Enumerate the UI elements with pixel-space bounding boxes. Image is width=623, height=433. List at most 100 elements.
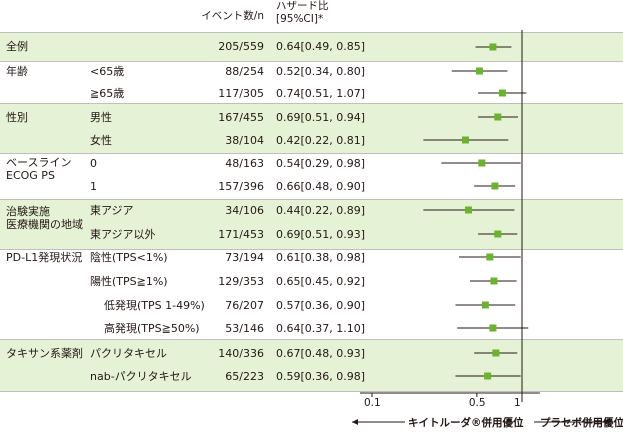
subgroup-label: 0: [90, 157, 97, 170]
hr-marker: [484, 372, 492, 380]
subgroup-label: 東アジア以外: [90, 228, 156, 241]
group-label: ベースライン ECOG PS: [6, 156, 72, 182]
table-row: PD-L1発現状況 陰性(TPS<1%) 73/194 0.61[0.38, 0…: [0, 244, 623, 272]
x-tick-label: 0.5: [468, 397, 486, 409]
hr-marker: [498, 89, 506, 97]
band-sex: [0, 103, 623, 153]
separator: [0, 32, 623, 33]
events-value: 73/194: [225, 251, 264, 264]
group-label: 性別: [6, 111, 28, 124]
events-value: 34/106: [225, 204, 264, 217]
events-value: 167/455: [218, 111, 264, 124]
events-value: 171/453: [218, 228, 264, 241]
table-row: nab-パクリタキセル 65/223 0.59[0.36, 0.98]: [0, 363, 623, 391]
hr-value: 0.65[0.45, 0.92]: [276, 275, 366, 288]
hr-value: 0.52[0.34, 0.80]: [276, 65, 366, 78]
hr-column-header-line2: [95%CI]*: [276, 13, 324, 25]
table-row: 性別 男性 167/455 0.69[0.51, 0.94]: [0, 104, 623, 132]
band-region: [0, 199, 623, 249]
hr-marker: [486, 253, 494, 261]
subgroup-label: 男性: [90, 111, 112, 124]
events-value: 65/223: [225, 370, 264, 383]
group-label: 治験実施 医療機関の地域: [6, 205, 83, 231]
hr-value: 0.54[0.29, 0.98]: [276, 157, 366, 170]
table-row: 陽性(TPS≧1%) 129/353 0.65[0.45, 0.92]: [0, 268, 623, 296]
subgroup-label: 東アジア: [90, 204, 134, 217]
events-value: 48/163: [225, 157, 264, 170]
hr-value: 0.67[0.48, 0.93]: [276, 347, 366, 360]
group-label: タキサン系薬剤: [6, 347, 83, 360]
hr-marker: [489, 43, 497, 51]
subgroup-label: 陽性(TPS≧1%): [90, 275, 168, 288]
hr-marker: [465, 206, 473, 214]
events-value: 117/305: [218, 87, 264, 100]
hr-value: 0.44[0.22, 0.89]: [276, 204, 366, 217]
table-row: 高発現(TPS≧50%) 53/146 0.64[0.37, 1.10]: [0, 315, 623, 343]
hr-marker: [461, 136, 469, 144]
hr-value: 0.57[0.36, 0.90]: [276, 299, 366, 312]
hr-marker: [489, 324, 497, 332]
hr-column-header-line1: ハザード比: [276, 0, 329, 12]
favor-right-arrowhead: [605, 419, 611, 425]
hr-value: 0.66[0.48, 0.90]: [276, 180, 366, 193]
hr-marker: [494, 230, 502, 238]
events-value: 88/254: [225, 65, 264, 78]
events-value: 205/559: [218, 40, 264, 53]
hr-value: 0.69[0.51, 0.93]: [276, 228, 366, 241]
events-value: 157/396: [218, 180, 264, 193]
hr-value: 0.74[0.51, 1.07]: [276, 87, 366, 100]
table-row: 東アジア以外 171/453 0.69[0.51, 0.93]: [0, 221, 623, 249]
group-label: 全例: [6, 40, 28, 53]
table-row: 年齢 <65歳 88/254 0.52[0.34, 0.80]: [0, 58, 623, 86]
hr-value: 0.42[0.22, 0.81]: [276, 134, 366, 147]
subgroup-label: 陰性(TPS<1%): [90, 251, 168, 264]
hr-marker: [478, 159, 486, 167]
hr-marker: [481, 301, 489, 309]
events-value: 53/146: [225, 322, 264, 335]
hr-value: 0.64[0.49, 0.85]: [276, 40, 366, 53]
band-overall: [0, 33, 623, 61]
table-row: 女性 38/104 0.42[0.22, 0.81]: [0, 127, 623, 155]
favor-right-label: プラセボ併用優位: [540, 417, 623, 429]
x-tick-label: 1: [514, 397, 521, 409]
hr-marker: [475, 67, 483, 75]
hr-marker: [491, 182, 499, 190]
hr-value: 0.64[0.37, 1.10]: [276, 322, 366, 335]
table-row: ≧65歳 117/305 0.74[0.51, 1.07]: [0, 80, 623, 108]
subgroup-label: 低発現(TPS 1-49%): [104, 299, 205, 312]
hr-marker: [492, 349, 500, 357]
table-row: 低発現(TPS 1-49%) 76/207 0.57[0.36, 0.90]: [0, 292, 623, 320]
table-row: 1 157/396 0.66[0.48, 0.90]: [0, 173, 623, 201]
events-value: 76/207: [225, 299, 264, 312]
group-label: PD-L1発現状況: [6, 251, 83, 264]
events-value: 38/104: [225, 134, 264, 147]
events-value: 140/336: [218, 347, 264, 360]
favor-left-arrowhead: [352, 419, 358, 425]
separator: [0, 153, 623, 154]
subgroup-label: ≧65歳: [90, 87, 125, 100]
separator: [0, 339, 623, 340]
x-tick-label: 0.1: [364, 397, 381, 409]
hr-value: 0.61[0.38, 0.98]: [276, 251, 366, 264]
separator: [0, 61, 623, 62]
band-taxane: [0, 339, 623, 391]
favor-left-label: キイトルーダ®併用優位: [408, 417, 524, 429]
table-row: ベースライン ECOG PS 0 48/163 0.54[0.29, 0.98]: [0, 150, 623, 182]
events-column-header: イベント数/n: [201, 10, 264, 22]
separator: [0, 391, 623, 392]
subgroup-label: 高発現(TPS≧50%): [104, 322, 200, 335]
hr-marker: [494, 113, 502, 121]
subgroup-label: 1: [90, 180, 97, 193]
subgroup-label: nab-パクリタキセル: [90, 370, 192, 383]
separator: [0, 103, 623, 104]
table-row: 治験実施 医療機関の地域 東アジア 34/106 0.44[0.22, 0.89…: [0, 197, 623, 231]
hr-value: 0.59[0.36, 0.98]: [276, 370, 366, 383]
group-label: 年齢: [6, 65, 28, 78]
table-row: 全例 205/559 0.64[0.49, 0.85]: [0, 33, 623, 61]
hr-value: 0.69[0.51, 0.94]: [276, 111, 366, 124]
events-value: 129/353: [218, 275, 264, 288]
table-row: タキサン系薬剤 パクリタキセル 140/336 0.67[0.48, 0.93]: [0, 340, 623, 368]
hr-marker: [490, 277, 498, 285]
subgroup-label: パクリタキセル: [90, 347, 167, 360]
